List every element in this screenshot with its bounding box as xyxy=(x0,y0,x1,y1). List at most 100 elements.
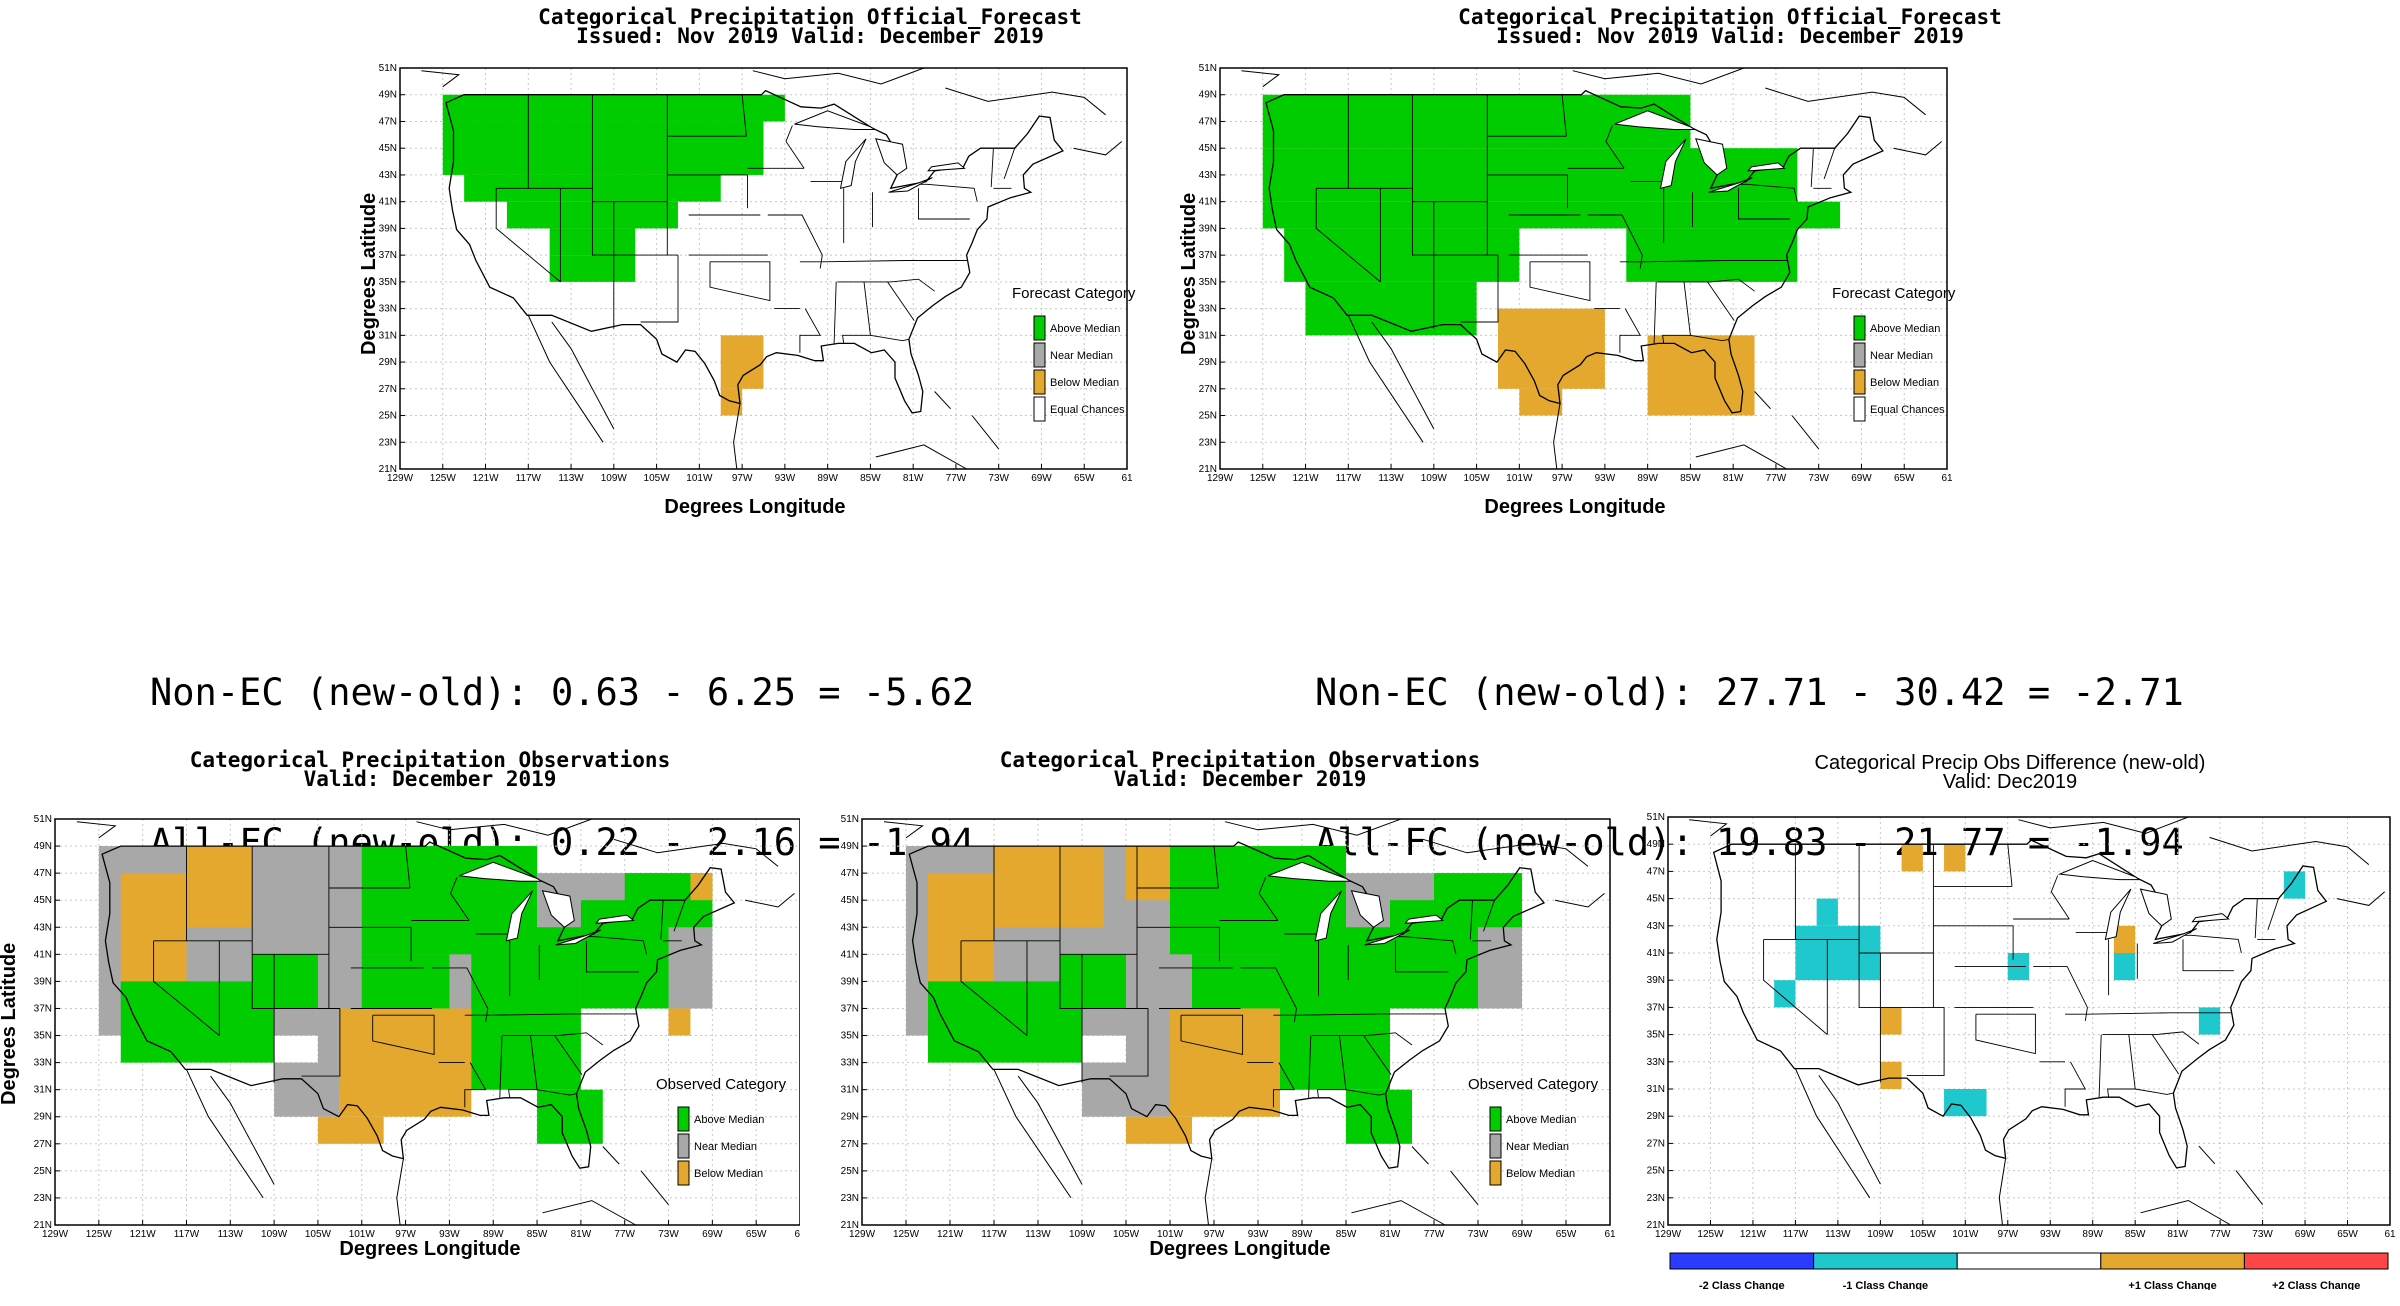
state-boundary xyxy=(2064,1061,2087,1107)
coastline xyxy=(1553,403,1561,470)
state-boundary xyxy=(2183,934,2242,954)
y-tick-label: 49N xyxy=(841,841,859,852)
x-tick-label: 89W xyxy=(483,1229,504,1240)
x-tick-label: 81W xyxy=(1723,473,1744,484)
x-tick-label: 105W xyxy=(305,1229,332,1240)
state-boundary xyxy=(449,877,470,921)
panel-title: Categorical Precipitation Observations xyxy=(189,748,671,772)
great-lake xyxy=(1746,162,1786,172)
colorbar-segment xyxy=(2100,1252,2245,1270)
state-boundary xyxy=(1316,1035,1347,1098)
x-tick-label: 121W xyxy=(937,1229,964,1240)
great-lake xyxy=(1695,138,1728,176)
coastline xyxy=(186,1069,264,1199)
x-tick-label: 89W xyxy=(817,473,838,484)
panel-subtitle: Valid: December 2019 xyxy=(303,767,557,791)
x-tick-label: 61 xyxy=(1604,1229,1616,1240)
coastline xyxy=(733,403,741,470)
y-tick-label: 49N xyxy=(1199,90,1217,101)
y-tick-label: 35N xyxy=(1647,1030,1665,1041)
y-tick-label: 25N xyxy=(1647,1166,1665,1177)
y-tick-label: 23N xyxy=(1199,437,1217,448)
x-tick-label: 93W xyxy=(1248,1229,1269,1240)
x-tick-label: 125W xyxy=(86,1229,113,1240)
x-tick-label: 61 xyxy=(2384,1229,2396,1240)
panel-subtitle: Valid: Dec2019 xyxy=(1942,771,2078,793)
great-lake xyxy=(541,890,575,928)
coastline xyxy=(2235,1170,2263,1205)
state-boundary xyxy=(495,188,561,283)
observations-old-panel: Categorical Precipitation Observations V… xyxy=(0,745,820,1280)
stats-right: Non-EC (new-old): 27.71 - 30.42 = -2.71 … xyxy=(1315,568,2184,918)
panel-subtitle: Issued: Nov 2019 Valid: December 2019 xyxy=(1496,24,1964,48)
coastline xyxy=(1893,141,1943,156)
state-boundary xyxy=(153,940,220,1036)
x-tick-label: 125W xyxy=(893,1229,920,1240)
x-tick-label: 93W xyxy=(1595,473,1616,484)
state-boundary xyxy=(1213,846,1219,889)
state-boundary xyxy=(1906,1007,1945,1076)
state-boundary xyxy=(499,1035,503,1098)
map-frame xyxy=(399,67,1128,470)
category-cell xyxy=(2283,871,2306,899)
legend-swatch xyxy=(1489,1133,1502,1159)
category-cell xyxy=(537,1089,603,1144)
x-tick-label: 109W xyxy=(601,473,628,484)
great-lake xyxy=(595,914,635,924)
coastline xyxy=(602,1146,620,1165)
y-tick-label: 29N xyxy=(1199,357,1217,368)
legend-swatch xyxy=(677,1106,690,1132)
y-tick-label: 21N xyxy=(34,1220,52,1231)
x-tick-label: 101W xyxy=(1157,1229,1184,1240)
x-tick-label: 113W xyxy=(1025,1229,1051,1240)
x-tick-label: 97W xyxy=(1997,1229,2018,1240)
colorbar-segment xyxy=(1669,1252,1815,1270)
y-tick-label: 51N xyxy=(1199,63,1217,74)
x-tick-label: 101W xyxy=(1952,1229,1979,1240)
state-boundary xyxy=(918,188,970,220)
state-boundary xyxy=(2033,966,2088,1022)
x-tick-label: 125W xyxy=(1250,473,1277,484)
state-boundary xyxy=(464,1062,487,1108)
state-boundary xyxy=(1180,1014,1244,1056)
category-cell xyxy=(274,846,362,901)
category-cell xyxy=(186,846,253,928)
category-cell xyxy=(994,846,1104,928)
state-boundary xyxy=(1363,1035,1392,1076)
stats-right-line1: Non-EC (new-old): 27.71 - 30.42 = -2.71 xyxy=(1315,671,2184,714)
state-boundary xyxy=(960,940,1028,1036)
y-tick-label: 39N xyxy=(1647,975,1665,986)
map-chart: 51N 49N 47N 45N 43N 41N 39N 37N 35N 33N 31N 29N 27N 2… xyxy=(34,814,800,1240)
state-boundary xyxy=(585,940,639,973)
coastline xyxy=(76,821,117,839)
great-lake xyxy=(1267,861,1353,882)
coastline xyxy=(1017,1075,1083,1185)
great-lake xyxy=(1404,914,1445,924)
y-tick-label: 37N xyxy=(1199,250,1217,261)
map-chart: 51N 49N 47N 45N 43N 41N 39N 37N 35N 33N 31N 29N 27N 2… xyxy=(841,814,1616,1240)
x-tick-label: 73W xyxy=(1808,473,1829,484)
coastline xyxy=(2336,891,2386,906)
coastline xyxy=(1695,444,1787,470)
x-tick-label: 117W xyxy=(1783,1229,1809,1240)
x-tick-label: 97W xyxy=(1552,473,1573,484)
state-boundary xyxy=(508,1035,538,1098)
state-boundary xyxy=(1315,188,1381,283)
category-cell xyxy=(2198,1007,2221,1035)
map-chart: 51N 49N 47N 45N 43N 41N 39N 37N 35N 33N 31N 29N 27N 2… xyxy=(379,63,1136,484)
x-tick-label: 73W xyxy=(2252,1229,2273,1240)
y-tick-label: 51N xyxy=(34,814,52,825)
coastline xyxy=(1347,315,1424,443)
state-boundary xyxy=(2050,875,2070,920)
great-lake xyxy=(1708,177,1753,193)
map-frame xyxy=(1219,67,1948,470)
category-cell xyxy=(549,255,636,282)
great-lake xyxy=(2104,888,2132,941)
category-cell xyxy=(1647,335,1755,416)
panel-subtitle: Valid: December 2019 xyxy=(1113,767,1367,791)
great-lake xyxy=(2139,888,2172,927)
x-tick-label: 125W xyxy=(430,473,457,484)
x-tick-label: 129W xyxy=(387,473,414,484)
y-tick-label: 21N xyxy=(1199,464,1217,475)
legend-swatch xyxy=(1033,396,1046,422)
